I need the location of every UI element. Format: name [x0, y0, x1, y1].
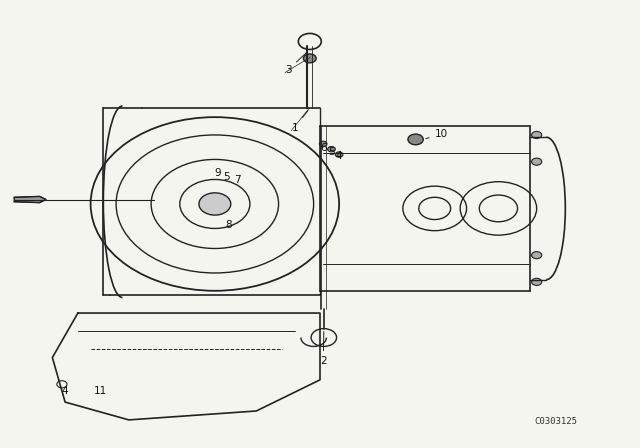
Text: 8: 8: [225, 220, 232, 230]
Text: 9: 9: [215, 168, 221, 178]
Circle shape: [532, 252, 541, 259]
Text: 1: 1: [291, 110, 308, 133]
Text: 4: 4: [336, 151, 342, 161]
Circle shape: [532, 158, 541, 165]
Text: 5: 5: [328, 147, 335, 157]
Text: 3: 3: [285, 52, 308, 75]
Circle shape: [532, 278, 541, 285]
Text: 5: 5: [223, 172, 230, 182]
Circle shape: [408, 134, 423, 145]
Text: 11: 11: [93, 386, 107, 396]
Circle shape: [328, 146, 335, 152]
Text: 4: 4: [62, 386, 68, 396]
Text: 7: 7: [234, 175, 241, 185]
Circle shape: [199, 193, 231, 215]
Circle shape: [319, 141, 327, 146]
Polygon shape: [14, 196, 46, 202]
Circle shape: [532, 131, 541, 138]
Circle shape: [335, 152, 343, 157]
Text: 10: 10: [426, 129, 448, 139]
Text: 6: 6: [320, 142, 326, 152]
Text: 2: 2: [320, 332, 326, 366]
Circle shape: [303, 54, 316, 63]
Text: C0303125: C0303125: [534, 418, 577, 426]
